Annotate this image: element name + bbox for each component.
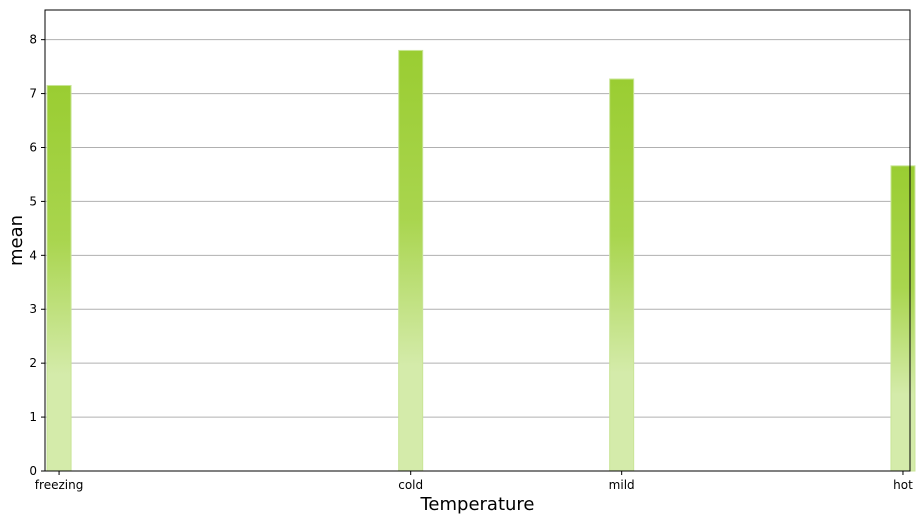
x-axis-ticks: freezing cold mild hot [35, 471, 913, 492]
y-tick-label: 8 [29, 33, 37, 47]
bars [46, 49, 916, 472]
y-tick-label: 4 [29, 248, 37, 262]
x-axis-label: Temperature [419, 494, 534, 515]
y-axis-ticks: 0 1 2 3 4 5 6 7 8 [29, 33, 45, 478]
x-tick-label-mild: mild [609, 478, 635, 492]
y-tick-label: 6 [29, 140, 37, 154]
y-tick-label: 0 [29, 464, 37, 478]
x-tick-label-freezing: freezing [35, 478, 84, 492]
bar-freezing [46, 84, 72, 472]
y-tick-label: 1 [29, 410, 37, 424]
bar-cold [398, 49, 424, 472]
plot-frame [44, 9, 911, 472]
x-tick-label-hot: hot [893, 478, 913, 492]
y-axis-label: mean [6, 215, 27, 266]
y-tick-label: 2 [29, 356, 37, 370]
y-tick-label: 5 [29, 194, 37, 208]
y-tick-label: 3 [29, 302, 37, 316]
x-tick-label-cold: cold [398, 478, 423, 492]
bar-hot [890, 165, 916, 472]
gridlines [45, 39, 910, 418]
bar-mild [609, 78, 635, 472]
y-tick-label: 7 [29, 87, 37, 101]
